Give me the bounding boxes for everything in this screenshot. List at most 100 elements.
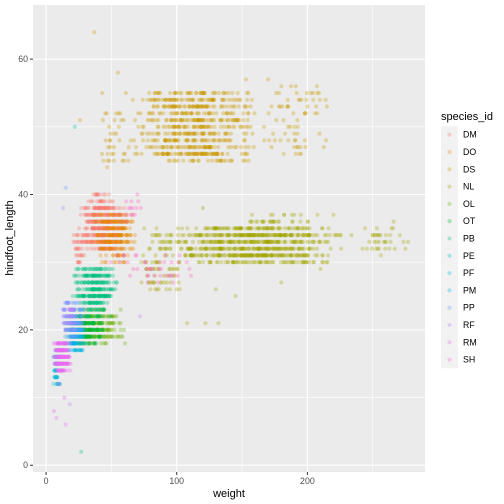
point-ds [246, 145, 251, 150]
point-nl [153, 287, 158, 292]
point-ds [176, 145, 181, 150]
point-ds [198, 151, 203, 156]
point-nl [287, 253, 292, 258]
point-do [115, 233, 120, 238]
point-ds [147, 145, 152, 150]
point-dm [100, 219, 105, 224]
point-ds [221, 124, 226, 129]
point-ds [234, 145, 239, 150]
point-do [121, 253, 126, 258]
point-do [105, 233, 110, 238]
point-dm [102, 233, 107, 238]
point-ds [214, 111, 219, 116]
point-nl [349, 233, 354, 238]
point-ds [176, 124, 181, 129]
point-ds [191, 118, 196, 123]
point-ds [160, 151, 165, 156]
point-ds [229, 97, 234, 102]
point-nl [201, 239, 206, 244]
point-dm [97, 205, 103, 211]
legend-key-nl [447, 184, 452, 189]
point-dm [101, 192, 106, 197]
point-nl [276, 233, 281, 238]
point-nl [203, 246, 208, 251]
point-nl [376, 246, 381, 251]
point-nl [312, 239, 317, 244]
point-ot [88, 327, 93, 332]
point-ds [228, 131, 233, 136]
point-ds [243, 151, 248, 156]
point-ds [229, 145, 234, 150]
point-do [121, 219, 127, 224]
point-dm [102, 239, 107, 244]
point-dm [76, 246, 82, 251]
point-dm [77, 239, 82, 244]
point-ds [225, 138, 230, 143]
point-dm [107, 233, 112, 238]
point-rf [65, 300, 70, 305]
point-do [97, 239, 102, 244]
point-dm [91, 212, 96, 217]
point-nl [206, 226, 211, 231]
point-dm [71, 239, 76, 244]
point-ds [234, 97, 239, 102]
point-ds [175, 111, 180, 116]
point-ds [201, 111, 206, 116]
point-dm [106, 212, 111, 217]
point-dm [110, 233, 115, 238]
point-do [119, 239, 124, 244]
point-dm [76, 246, 82, 251]
point-do [113, 246, 118, 251]
point-nl [244, 260, 249, 265]
point-do [99, 246, 104, 251]
point-ds [221, 111, 226, 116]
point-nl [233, 246, 238, 251]
point-do [102, 239, 107, 244]
point-nl [231, 260, 236, 265]
point-rm [53, 348, 58, 353]
point-do [95, 239, 100, 244]
point-dm [106, 246, 111, 251]
point-do [121, 253, 126, 258]
point-ds [202, 124, 207, 129]
point-do [120, 219, 125, 224]
point-ds [186, 97, 191, 102]
point-ds [323, 97, 328, 102]
point-ds [184, 90, 190, 96]
point-ds [108, 145, 113, 150]
point-do [117, 246, 123, 251]
point-ds [187, 131, 192, 136]
point-dm [101, 205, 107, 211]
point-ds [161, 145, 166, 150]
point-dm [95, 192, 100, 197]
point-ds [168, 104, 173, 109]
point-nl [300, 253, 306, 258]
point-do [101, 246, 106, 251]
point-ds [220, 97, 225, 102]
point-dm [89, 239, 94, 244]
point-dm [105, 226, 110, 231]
point-dm [109, 233, 114, 238]
point-ds [171, 158, 176, 163]
point-nl [302, 226, 307, 231]
point-do [116, 212, 121, 217]
point-ds [199, 151, 204, 156]
point-ds [246, 158, 251, 163]
point-do [117, 239, 122, 244]
point-ds [167, 158, 172, 163]
point-rm [51, 409, 57, 414]
point-ds [188, 151, 193, 156]
point-ds [278, 104, 283, 109]
point-nl [209, 233, 214, 238]
point-dm [108, 246, 113, 251]
point-dm [112, 205, 117, 211]
point-nl [175, 233, 180, 238]
point-dm [110, 226, 116, 231]
point-ds [181, 124, 187, 129]
point-dm [111, 219, 116, 224]
point-nl [196, 260, 201, 265]
point-dm [105, 246, 110, 251]
point-ds [186, 111, 191, 116]
point-pb [71, 273, 76, 278]
point-dm [105, 212, 110, 217]
